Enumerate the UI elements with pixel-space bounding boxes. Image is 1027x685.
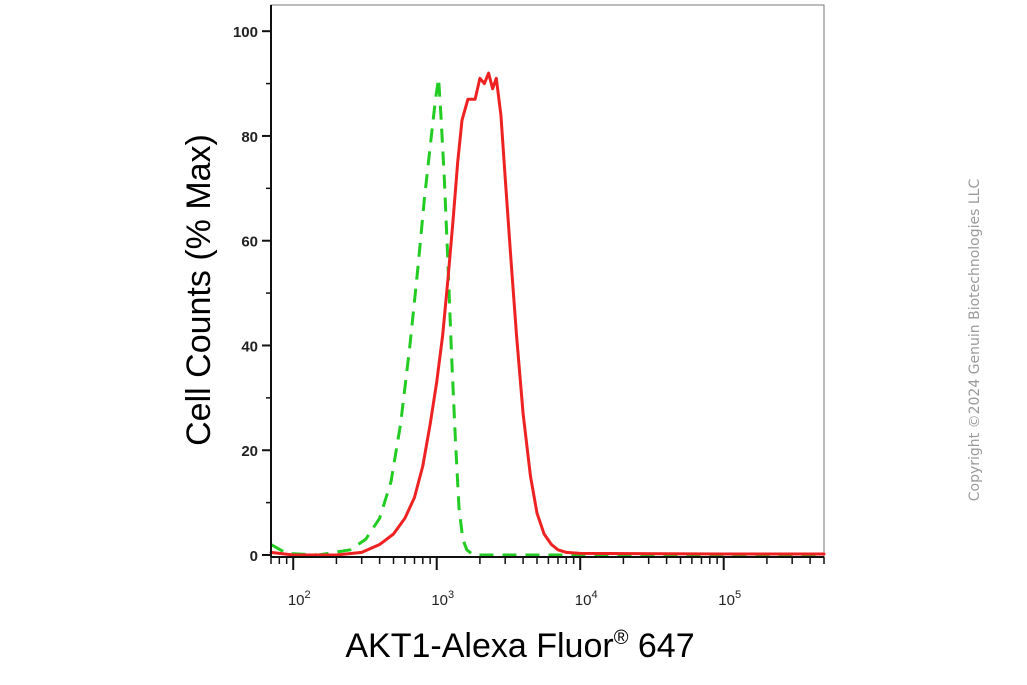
y-tick-label: 60: [241, 234, 258, 251]
series-layer: [269, 71, 826, 557]
x-ticks: 102 103 104 105: [270, 557, 825, 609]
x-axis-label-main: AKT1-Alexa Fluor: [345, 627, 613, 665]
x-axis-label-registered: ®: [614, 627, 629, 649]
y-tick-label: 20: [241, 443, 258, 460]
y-tick-label: 80: [241, 129, 258, 146]
series-line-1: [270, 76, 824, 557]
plot-frame: [270, 4, 825, 558]
x-axis-label: AKT1-Alexa Fluor® 647: [345, 627, 694, 665]
x-tick-label: 102: [288, 589, 311, 609]
x-tick-label: 103: [431, 589, 454, 609]
y-tick-label: 0: [250, 548, 258, 565]
y-tick-label: 100: [233, 24, 258, 41]
y-ticks: 0 20 40 60 80 100: [233, 24, 271, 565]
x-axis-label-suffix: 647: [628, 627, 694, 665]
copyright-text: Copyright ©2024 Genuin Biotechnologies L…: [967, 179, 983, 502]
y-axis-label: Cell Counts (% Max): [180, 134, 218, 446]
x-tick-label: 105: [718, 589, 741, 609]
x-tick-label: 104: [575, 589, 598, 609]
series-line-2: [269, 71, 826, 557]
y-tick-label: 40: [241, 338, 258, 355]
